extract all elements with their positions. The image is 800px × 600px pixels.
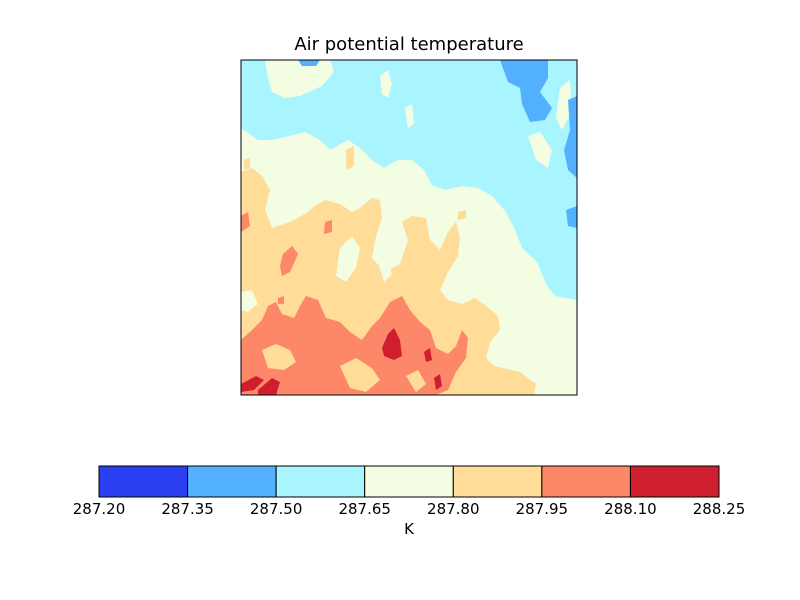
contour-level-287.95 <box>241 296 468 395</box>
contour-speck <box>346 146 354 170</box>
contour-island <box>516 272 538 288</box>
colorbar-tick-label: 287.50 <box>249 500 303 518</box>
contour-island <box>556 80 572 130</box>
colorbar-tick-label: 288.25 <box>692 500 746 518</box>
contour-level-288.10 <box>382 328 402 360</box>
contour-level-287.95 <box>280 246 298 276</box>
contour-level-287.95 <box>324 220 332 234</box>
contour-island <box>406 370 426 392</box>
contour-level-287.35 <box>298 60 320 66</box>
contour-level-288.10 <box>424 348 432 362</box>
plot-frame <box>240 59 578 396</box>
chart-title: Air potential temperature <box>294 34 524 55</box>
colorbar-tick-label: 287.65 <box>338 500 391 518</box>
colorbar-segment <box>629 465 720 498</box>
contour-speck <box>244 158 250 170</box>
contour-level-287.35 <box>500 60 552 122</box>
colorbar-segment <box>275 465 366 498</box>
colorbar-tick-label: 287.80 <box>427 500 480 518</box>
contour-level-287.35 <box>566 206 577 228</box>
contour-island <box>528 132 552 168</box>
contour-level-287.35 <box>564 96 577 178</box>
contour-island <box>265 60 334 98</box>
contour-island <box>340 358 380 392</box>
colorbar-tick-label: 287.95 <box>515 500 569 518</box>
contour-island <box>405 104 414 128</box>
colorbar-segment <box>452 465 543 498</box>
colorbar-tick-label: 288.10 <box>604 500 657 518</box>
contour-level-288.10 <box>258 378 280 395</box>
contour-level-287.95 <box>241 212 250 232</box>
colorbar-label: K <box>404 520 414 538</box>
contour-island <box>486 286 506 300</box>
contour-level-288.10 <box>434 374 442 390</box>
contour-level-287.50 <box>241 60 577 300</box>
colorbar-tick-label: 287.20 <box>72 500 126 518</box>
colorbar-segment <box>364 465 454 498</box>
contour-speck <box>458 210 466 220</box>
contour-island <box>262 344 296 370</box>
contour-island <box>336 236 360 282</box>
colorbar <box>98 465 720 498</box>
contour-level-287.95 <box>278 296 284 304</box>
contour-fill-group <box>241 60 577 395</box>
colorbar-segment <box>98 465 189 498</box>
colorbar-segment <box>541 465 631 498</box>
colorbar-tick-label: 287.35 <box>161 500 214 518</box>
contour-island <box>378 258 392 282</box>
colorbar-segment <box>187 465 277 498</box>
contour-level-288.10 <box>241 376 264 392</box>
contour-island <box>380 70 392 98</box>
contour-island <box>241 290 258 312</box>
